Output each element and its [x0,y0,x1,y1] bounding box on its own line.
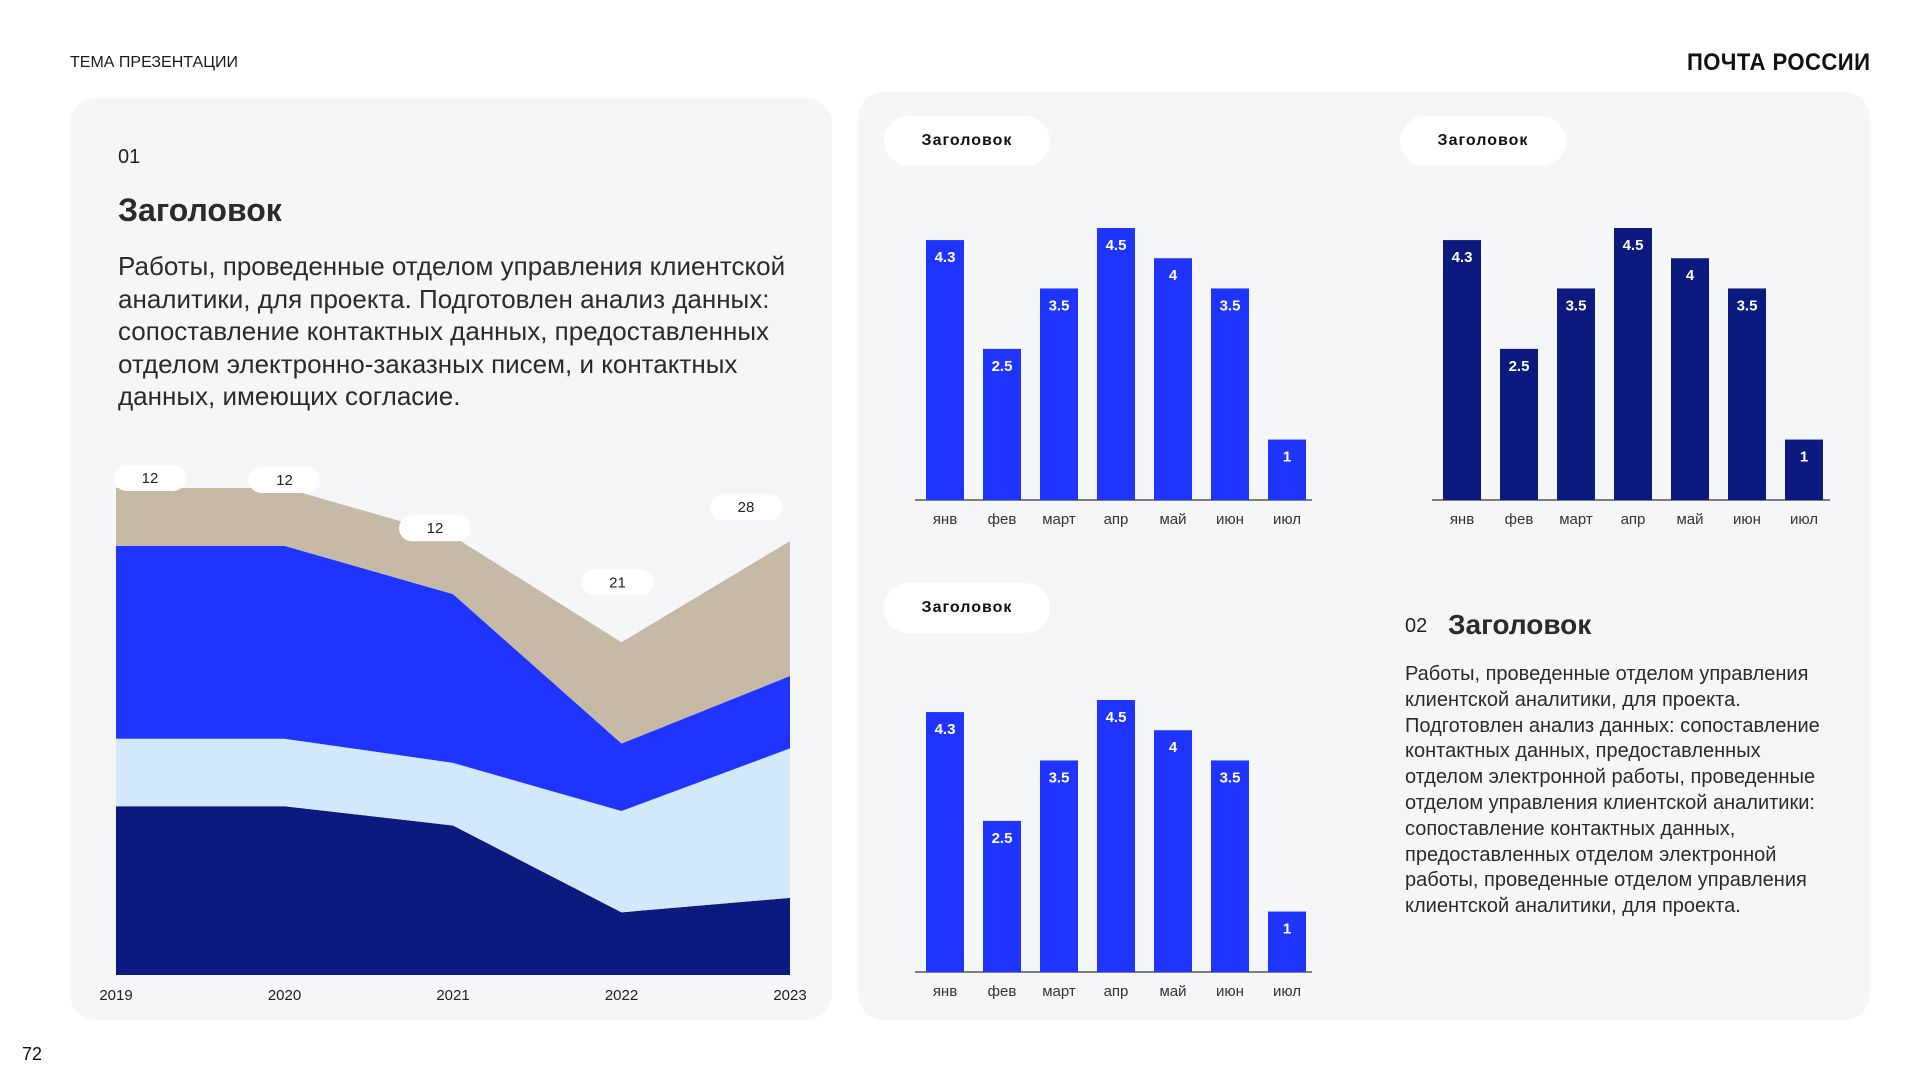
bar-value-label: 3.5 [1049,297,1070,314]
area-series-4 [116,488,790,744]
area-top-label: 28 [738,499,755,516]
bar [1097,228,1135,500]
bar [1211,288,1249,500]
bar-value-label: 4.5 [1106,237,1127,254]
bar-x-tick-label: май [1159,511,1186,528]
bar-x-tick-label: апр [1104,511,1129,528]
area-top-label: 12 [427,520,444,537]
area-series-2 [116,738,790,913]
bar [1785,439,1823,500]
bar-value-label: 4 [1169,267,1178,284]
presentation-topic: ТЕМА ПРЕЗЕНТАЦИИ [70,54,239,71]
area-top-label-bg [399,515,471,542]
area-top-label-bg [581,569,654,596]
section-title-01: Заголовок [118,192,282,228]
bar-value-label: 4.3 [935,249,956,266]
section-title-02: Заголовок [1448,609,1592,640]
bar-value-label: 2.5 [992,830,1013,847]
bar-x-tick-label: апр [1104,983,1129,1000]
bar-x-tick-label: фев [988,983,1017,1000]
bar-value-label: 4.5 [1106,709,1127,726]
area-series-3 [116,545,790,812]
bar-value-label: 4.3 [1452,249,1473,266]
area-x-tick-label: 2021 [436,987,469,1004]
bar [1614,228,1652,500]
area-x-tick-label: 2022 [605,987,638,1004]
right-card [858,92,1870,1020]
bar-value-label: 3.5 [1566,297,1587,314]
bar-x-tick-label: фев [988,511,1017,528]
bar [1211,760,1249,972]
area-top-label-bg [248,467,321,493]
bar [1268,439,1306,500]
bar-value-label: 1 [1283,449,1291,466]
bar-value-label: 4.3 [935,721,956,738]
bar [1268,911,1306,972]
bar [1671,258,1709,500]
russian-post-logo: ПОЧТА РОССИИ [1686,49,1870,76]
section-number-02: 02 [1405,615,1428,637]
bar [983,820,1021,972]
bar-x-tick-label: июл [1273,983,1301,1000]
bar-x-tick-label: янв [933,983,957,1000]
bar-value-label: 3.5 [1049,769,1070,786]
section-text-02: Работы, проведенные отделом управления к… [1405,663,1820,918]
area-x-tick-label: 2019 [99,987,132,1004]
bar-chart-1-title: Заголовок [884,116,1050,166]
bar-x-tick-label: янв [933,511,957,528]
bar [1557,288,1595,500]
bar-x-tick-label: май [1676,511,1703,528]
bar-x-tick-label: март [1559,511,1593,528]
bar-x-tick-label: янв [1450,511,1474,528]
bar-value-label: 4 [1169,739,1178,756]
bar-chart-2-title: Заголовок [1400,116,1566,166]
bar-x-tick-label: июн [1216,511,1244,528]
section-text-01: Работы, проведенные отделом управления к… [118,251,786,411]
bar [1040,288,1078,500]
bar-x-tick-label: апр [1621,511,1646,528]
bar [1040,760,1078,972]
bar-value-label: 3.5 [1220,769,1241,786]
page-number: 72 [22,1044,43,1064]
bar [1443,240,1481,501]
area-x-tick-label: 2020 [268,987,301,1004]
bar-value-label: 4 [1686,267,1695,284]
bar-x-tick-label: июн [1216,983,1244,1000]
bar-value-label: 3.5 [1220,297,1241,314]
bar [926,240,964,501]
bar-value-label: 2.5 [992,358,1013,375]
bar [1154,258,1192,500]
bar-x-tick-label: июл [1273,511,1301,528]
bar [1728,288,1766,500]
area-top-label: 12 [142,470,159,487]
bar [1500,348,1538,500]
bar [926,712,964,972]
bar-chart-3-title: Заголовок [884,583,1050,633]
bar [1097,700,1135,972]
area-top-label-bg [710,494,782,521]
bar-value-label: 2.5 [1509,358,1530,375]
area-top-label: 12 [276,472,293,489]
area-series-1 [116,806,790,975]
bar-value-label: 1 [1283,921,1291,938]
bar-value-label: 3.5 [1737,297,1758,314]
bar-value-label: 4.5 [1623,237,1644,254]
bar-x-tick-label: июн [1733,511,1761,528]
bar-value-label: 1 [1800,449,1808,466]
bar-x-tick-label: фев [1505,511,1534,528]
area-x-tick-label: 2023 [773,987,806,1004]
bar-x-tick-label: май [1159,983,1186,1000]
bar [1154,730,1192,972]
bar [983,348,1021,500]
area-top-label: 21 [609,574,626,591]
bar-x-tick-label: март [1042,983,1076,1000]
bar-x-tick-label: июл [1790,511,1818,528]
bar-x-tick-label: март [1042,511,1076,528]
area-top-label-bg [114,465,186,491]
section-number-01: 01 [118,146,141,168]
